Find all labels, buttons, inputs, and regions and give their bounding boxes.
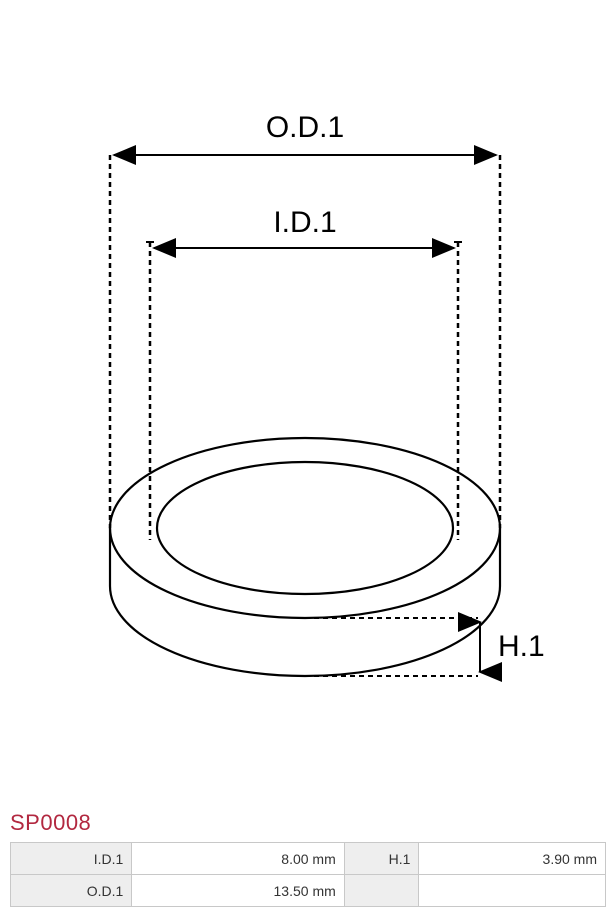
dimension-diagram: O.D.1 I.D.1 H.1: [100, 100, 550, 720]
spec-key: O.D.1: [11, 875, 132, 907]
ring-inner-top: [157, 462, 453, 594]
table-row: I.D.1 8.00 mm H.1 3.90 mm: [11, 843, 606, 875]
spec-key: [344, 875, 419, 907]
spec-value: 8.00 mm: [132, 843, 345, 875]
spec-value: 13.50 mm: [132, 875, 345, 907]
spec-value: 3.90 mm: [419, 843, 606, 875]
id-label: I.D.1: [273, 206, 336, 239]
spec-table: I.D.1 8.00 mm H.1 3.90 mm O.D.1 13.50 mm: [10, 842, 606, 907]
spec-value: [419, 875, 606, 907]
od-label: O.D.1: [266, 111, 344, 144]
table-row: O.D.1 13.50 mm: [11, 875, 606, 907]
spec-key: H.1: [344, 843, 419, 875]
part-code: SP0008: [10, 810, 91, 836]
spec-key: I.D.1: [11, 843, 132, 875]
ring-outer-bottom: [110, 586, 500, 676]
h1-label: H.1: [498, 630, 545, 663]
diagram-svg: O.D.1 I.D.1 H.1: [100, 100, 550, 720]
ring-outer-top: [110, 438, 500, 618]
